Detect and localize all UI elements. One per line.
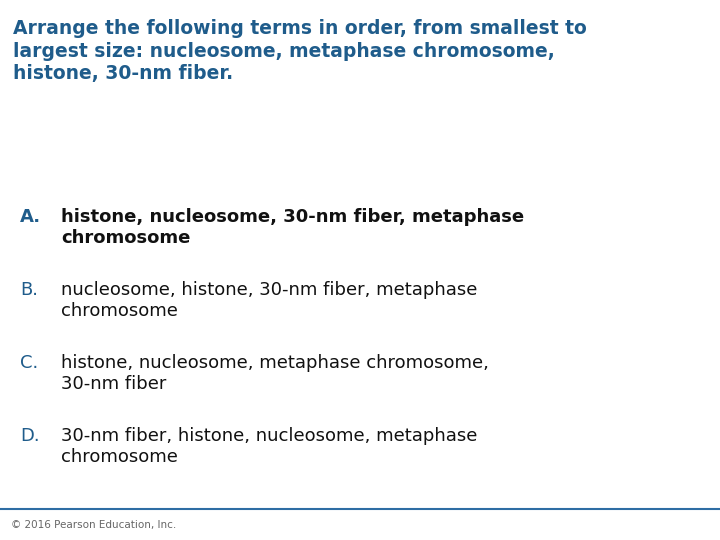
Text: D.: D. <box>20 427 40 444</box>
Text: 30-nm fiber, histone, nucleosome, metaphase
chromosome: 30-nm fiber, histone, nucleosome, metaph… <box>61 427 477 466</box>
Text: nucleosome, histone, 30-nm fiber, metaphase
chromosome: nucleosome, histone, 30-nm fiber, metaph… <box>61 281 477 320</box>
Text: C.: C. <box>20 354 38 372</box>
Text: B.: B. <box>20 281 38 299</box>
Text: © 2016 Pearson Education, Inc.: © 2016 Pearson Education, Inc. <box>11 520 176 530</box>
Text: histone, nucleosome, metaphase chromosome,
30-nm fiber: histone, nucleosome, metaphase chromosom… <box>61 354 489 393</box>
Text: histone, nucleosome, 30-nm fiber, metaphase
chromosome: histone, nucleosome, 30-nm fiber, metaph… <box>61 208 524 247</box>
Text: Arrange the following terms in order, from smallest to
largest size: nucleosome,: Arrange the following terms in order, fr… <box>13 19 587 83</box>
Text: A.: A. <box>20 208 41 226</box>
